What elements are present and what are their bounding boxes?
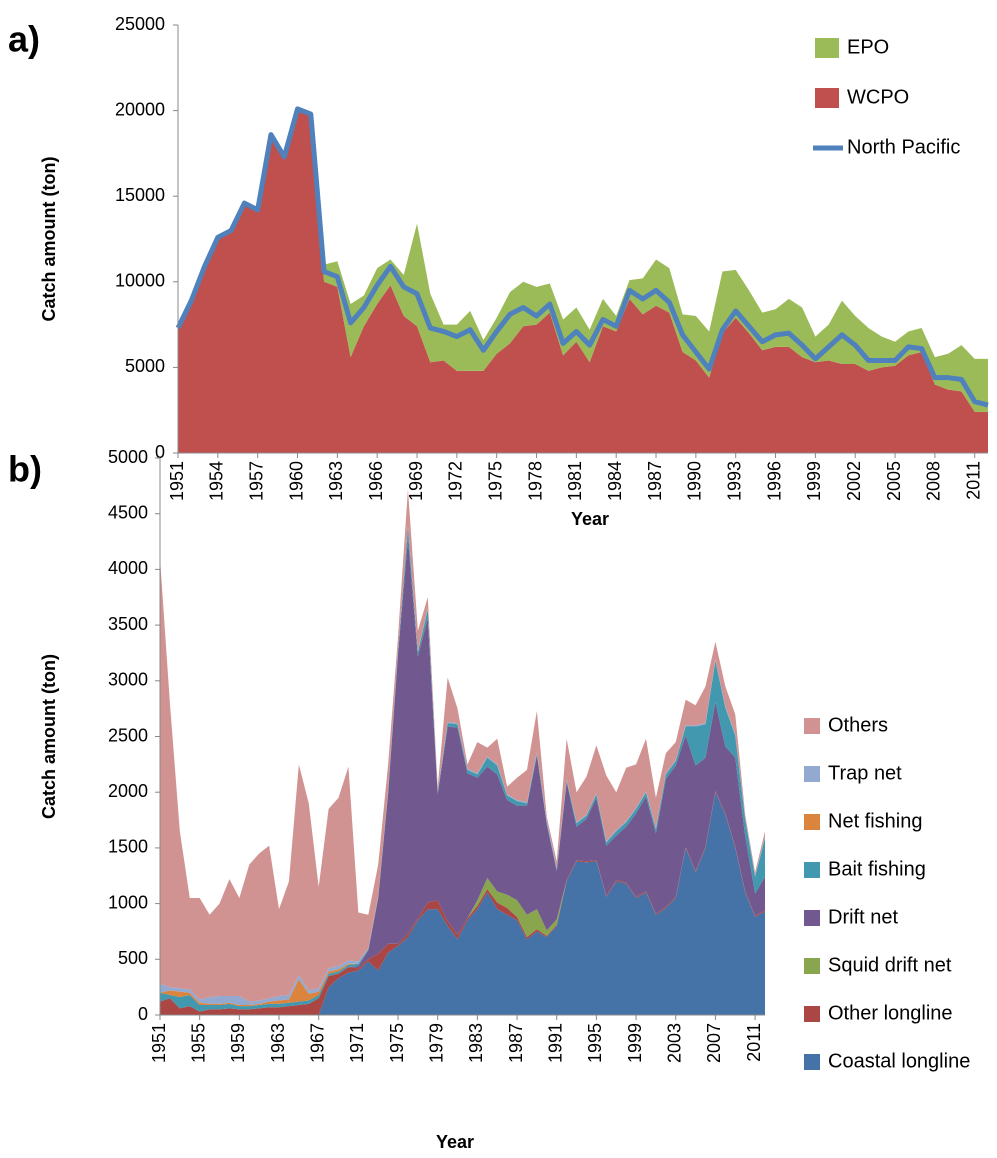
x-tick-label: 1993 xyxy=(724,461,744,501)
y-tick-label: 5000 xyxy=(125,356,165,376)
legend-swatch xyxy=(804,814,820,830)
legend-label: Coastal longline xyxy=(828,1050,970,1072)
x-tick-label: 1983 xyxy=(466,1023,486,1063)
y-tick-label: 2000 xyxy=(108,781,148,801)
y-tick-label: 15000 xyxy=(115,185,165,205)
x-tick-label: 1996 xyxy=(764,461,784,501)
legend-swatch xyxy=(804,1054,820,1070)
x-tick-label: 1975 xyxy=(387,1023,407,1063)
y-tick-label: 0 xyxy=(138,1004,148,1024)
x-tick-label: 1951 xyxy=(167,461,187,501)
line-series xyxy=(175,106,989,408)
y-tick-label: 2500 xyxy=(108,725,148,745)
x-tick-label: 2003 xyxy=(664,1023,684,1063)
x-tick-label: 1987 xyxy=(506,1023,526,1063)
y-tick-label: 25000 xyxy=(115,14,165,34)
area-series xyxy=(160,489,765,1002)
legend-label: Net fishing xyxy=(828,810,923,832)
x-tick-label: 1995 xyxy=(585,1023,605,1063)
x-tick-label: 1984 xyxy=(605,461,625,501)
x-tick-label: 1967 xyxy=(307,1023,327,1063)
legend-label: Squid drift net xyxy=(828,954,952,976)
legend-swatch xyxy=(804,718,820,734)
area-series xyxy=(160,792,765,1015)
y-tick-label: 4000 xyxy=(108,558,148,578)
y-tick-label: 3000 xyxy=(108,670,148,690)
x-tick-label: 1978 xyxy=(525,461,545,501)
x-tick-label: 2002 xyxy=(844,461,864,501)
y-tick-label: 3500 xyxy=(108,614,148,634)
legend-swatch xyxy=(815,88,839,108)
legend-label: Others xyxy=(828,714,888,736)
x-tick-label: 2011 xyxy=(963,461,983,500)
legend-label: Drift net xyxy=(828,906,898,928)
x-axis-title: Year xyxy=(436,1132,474,1152)
y-tick-label: 500 xyxy=(118,948,148,968)
x-tick-label: 1963 xyxy=(326,461,346,501)
x-tick-label: 1999 xyxy=(804,461,824,501)
x-tick-label: 1987 xyxy=(645,461,665,501)
y-tick-label: 4500 xyxy=(108,502,148,522)
legend-swatch xyxy=(804,766,820,782)
legend-swatch xyxy=(804,958,820,974)
panel-label: b) xyxy=(8,449,42,490)
x-tick-label: 1981 xyxy=(565,461,585,501)
area-series xyxy=(178,108,988,412)
legend-label: Bait fishing xyxy=(828,858,926,880)
y-tick-label: 10000 xyxy=(115,271,165,291)
x-tick-label: 1959 xyxy=(228,1023,248,1063)
y-axis-title: Catch amount (ton) xyxy=(39,157,59,322)
y-tick-label: 1000 xyxy=(108,892,148,912)
panel-label: a) xyxy=(8,19,40,60)
x-tick-label: 1991 xyxy=(545,1023,565,1063)
x-tick-label: 1979 xyxy=(426,1023,446,1063)
area-series xyxy=(160,538,765,1012)
y-axis-title: Catch amount (ton) xyxy=(39,654,59,819)
x-tick-label: 1969 xyxy=(406,461,426,501)
x-tick-label: 1963 xyxy=(268,1023,288,1063)
x-tick-label: 2005 xyxy=(884,461,904,501)
legend-label: EPO xyxy=(847,36,889,58)
x-tick-label: 1966 xyxy=(366,461,386,501)
legend-swatch xyxy=(804,910,820,926)
x-tick-label: 1954 xyxy=(207,461,227,501)
y-tick-label: 20000 xyxy=(115,99,165,119)
legend-swatch xyxy=(804,862,820,878)
x-axis-title: Year xyxy=(571,509,609,529)
legend-swatch xyxy=(804,1006,820,1022)
y-tick-label: 5000 xyxy=(108,447,148,467)
x-tick-label: 1960 xyxy=(286,461,306,501)
y-tick-label: 1500 xyxy=(108,837,148,857)
x-tick-label: 2007 xyxy=(704,1023,724,1063)
x-tick-label: 1955 xyxy=(188,1023,208,1063)
legend-swatch xyxy=(815,38,839,58)
y-tick-label: 0 xyxy=(155,442,165,462)
x-tick-label: 1975 xyxy=(485,461,505,501)
x-tick-label: 2011 xyxy=(744,1023,764,1062)
legend-label: WCPO xyxy=(847,86,909,108)
x-tick-label: 1972 xyxy=(446,461,466,501)
x-tick-label: 1951 xyxy=(149,1023,169,1063)
legend-label: North Pacific xyxy=(847,136,960,158)
legend-label: Trap net xyxy=(828,762,902,784)
x-tick-label: 1971 xyxy=(347,1023,367,1063)
x-tick-label: 1999 xyxy=(625,1023,645,1063)
x-tick-label: 1957 xyxy=(246,461,266,501)
legend-label: Other longline xyxy=(828,1002,953,1024)
x-tick-label: 1990 xyxy=(685,461,705,501)
x-tick-label: 2008 xyxy=(924,461,944,501)
area-series xyxy=(178,110,988,453)
